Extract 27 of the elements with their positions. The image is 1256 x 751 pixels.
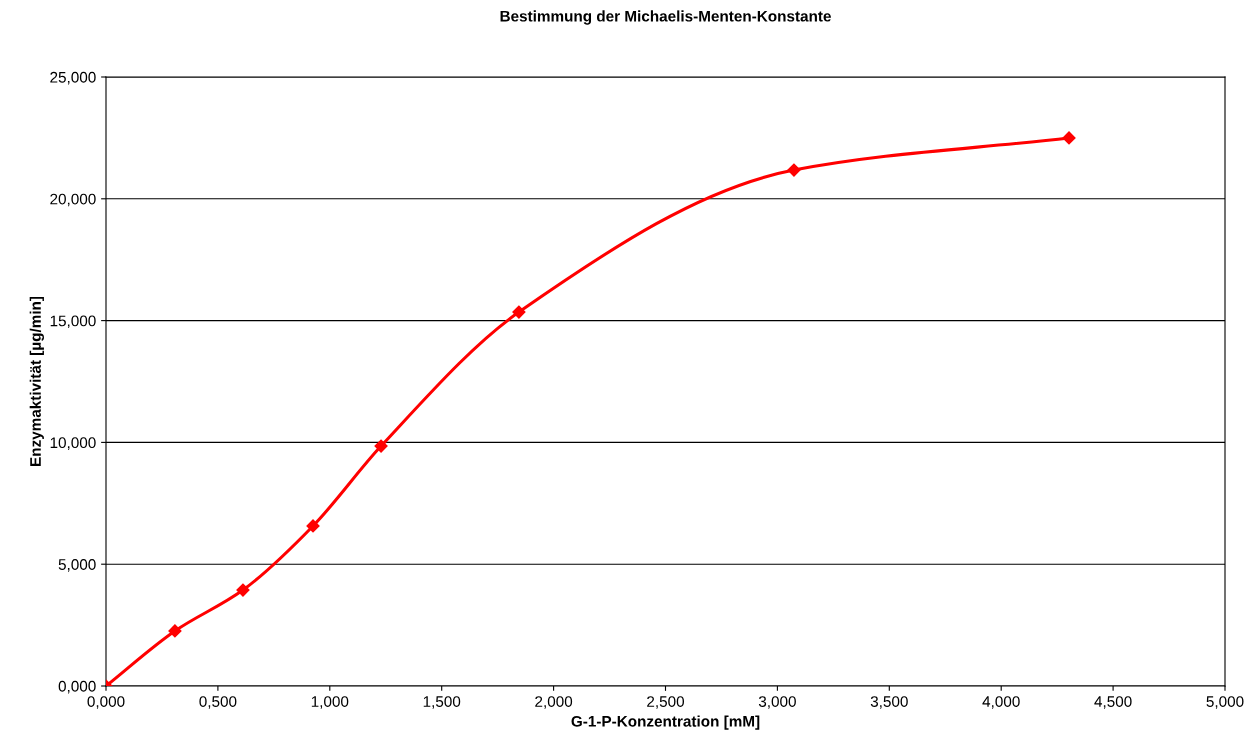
x-tick-label: 3,000 [758, 696, 796, 709]
x-tick-label: 4,000 [982, 696, 1020, 709]
point [236, 583, 250, 597]
y-tick-label: 15,000 [50, 315, 96, 329]
point [168, 624, 182, 638]
y-tick-label: 25,000 [50, 71, 96, 85]
y-tick-label: 5,000 [58, 559, 96, 572]
x-tick-label: 1,500 [423, 696, 461, 709]
y-tick-label: 20,000 [50, 193, 96, 207]
x-tick-label: 3,500 [870, 696, 908, 709]
x-tick-label: 5,000 [1206, 696, 1244, 709]
x-axis-title: G-1-P-Konzentration [mM] [571, 715, 760, 730]
point [1062, 131, 1076, 145]
x-tick-label: 2,500 [647, 696, 685, 709]
x-tick-label: 1,000 [311, 696, 349, 709]
y-axis-title: Enzymaktivität [µg/min] [29, 296, 44, 466]
x-tick-label: 2,000 [535, 696, 573, 709]
point [374, 439, 388, 453]
point [306, 519, 320, 533]
point [512, 305, 526, 319]
y-tick-label: 10,000 [50, 437, 96, 450]
x-tick-label: 4,500 [1094, 696, 1132, 709]
chart-title: Bestimmung der Michaelis-Menten-Konstante [500, 10, 831, 25]
x-tick-label: 0,000 [87, 696, 125, 709]
y-tick-label: 0,000 [58, 680, 96, 694]
point [787, 163, 801, 177]
x-tick-label: 0,500 [199, 696, 237, 709]
